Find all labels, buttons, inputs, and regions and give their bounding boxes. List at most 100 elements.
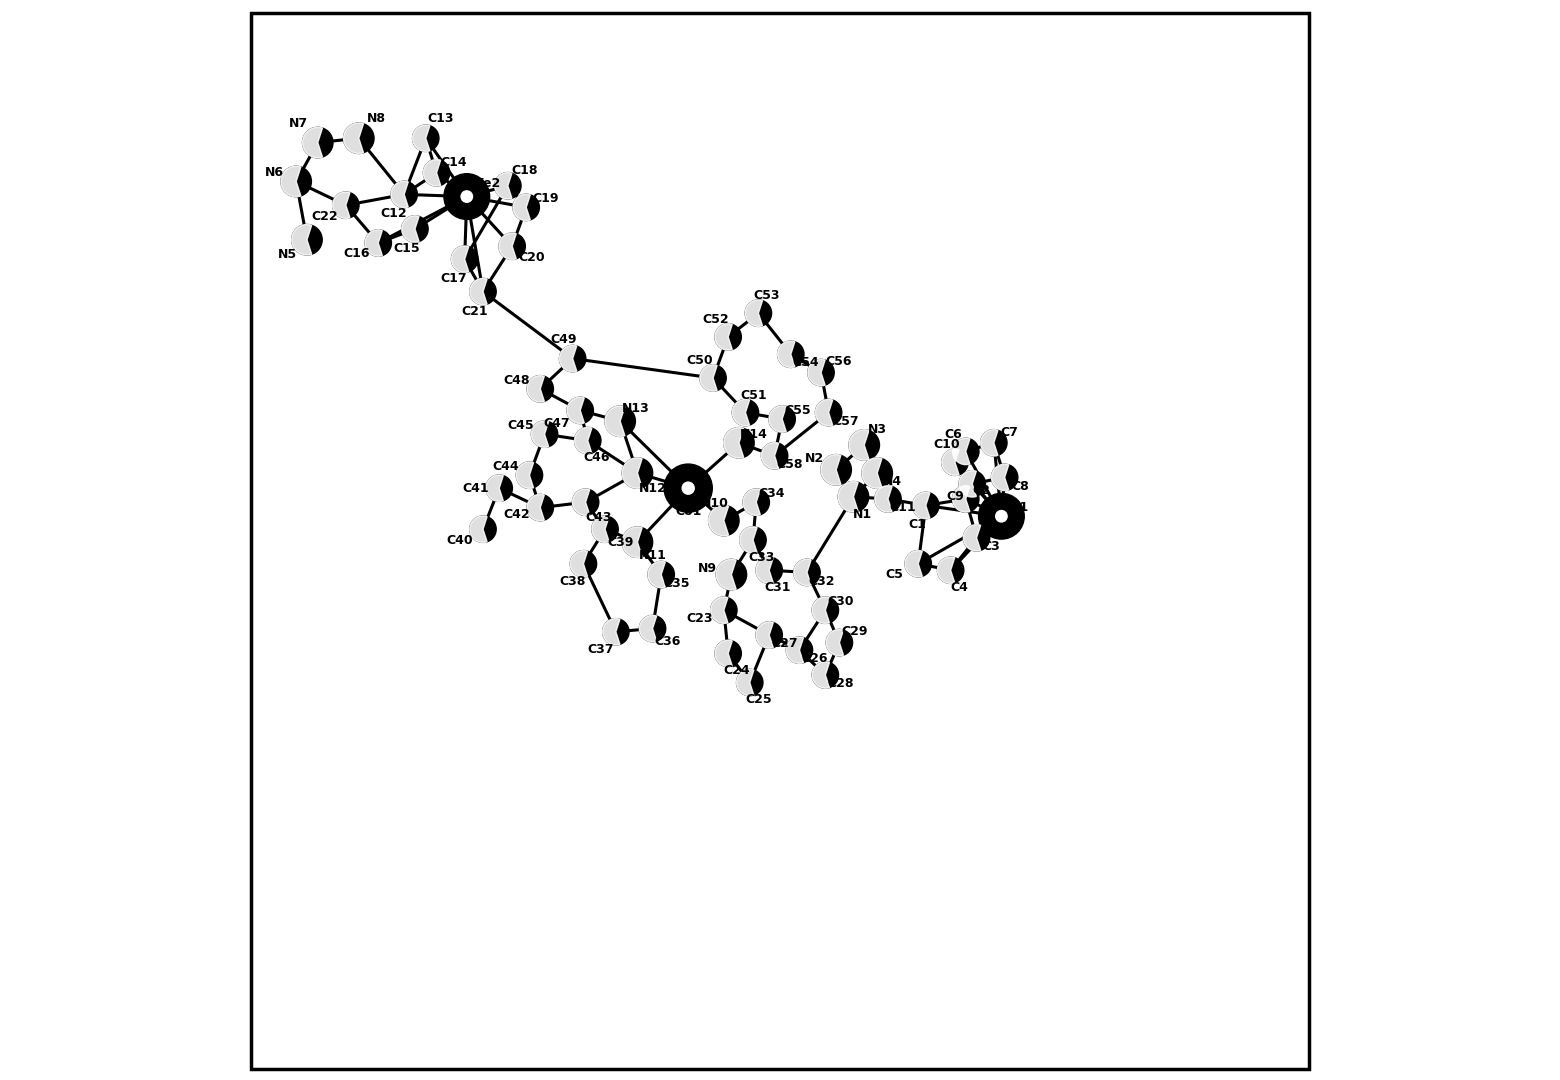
Circle shape — [527, 495, 554, 521]
Circle shape — [602, 619, 629, 645]
Polygon shape — [816, 400, 833, 426]
Circle shape — [573, 489, 599, 515]
Circle shape — [708, 505, 739, 536]
Circle shape — [292, 225, 323, 255]
Text: N7: N7 — [289, 117, 307, 130]
Polygon shape — [942, 449, 959, 475]
Polygon shape — [487, 475, 504, 501]
Circle shape — [981, 430, 1008, 456]
Polygon shape — [470, 516, 487, 542]
Polygon shape — [711, 597, 729, 623]
Text: C12: C12 — [381, 207, 407, 220]
Text: C49: C49 — [551, 333, 577, 346]
Circle shape — [942, 449, 969, 475]
Polygon shape — [905, 551, 922, 577]
Circle shape — [875, 486, 902, 512]
Circle shape — [953, 486, 980, 512]
Polygon shape — [571, 551, 588, 577]
Polygon shape — [913, 492, 930, 518]
Circle shape — [813, 662, 839, 688]
Text: C40: C40 — [446, 534, 473, 546]
Polygon shape — [732, 400, 749, 426]
Circle shape — [622, 527, 652, 557]
Polygon shape — [495, 173, 512, 199]
Text: Co1: Co1 — [675, 505, 702, 518]
Text: N9: N9 — [699, 562, 718, 575]
Text: C39: C39 — [607, 536, 633, 549]
Text: N14: N14 — [739, 428, 768, 441]
Polygon shape — [647, 562, 665, 588]
Text: C10: C10 — [933, 438, 959, 451]
Circle shape — [757, 622, 783, 648]
Text: C36: C36 — [655, 635, 680, 648]
Polygon shape — [757, 557, 774, 583]
Polygon shape — [516, 462, 534, 488]
Text: C24: C24 — [724, 664, 750, 677]
Polygon shape — [392, 181, 409, 207]
Circle shape — [343, 123, 374, 153]
Polygon shape — [724, 428, 744, 458]
Text: C57: C57 — [833, 415, 860, 428]
Polygon shape — [332, 192, 349, 218]
Text: C37: C37 — [588, 643, 615, 656]
Text: C43: C43 — [585, 511, 612, 524]
Circle shape — [938, 557, 964, 583]
Polygon shape — [640, 616, 657, 642]
Circle shape — [714, 324, 741, 350]
Circle shape — [682, 482, 694, 495]
Text: N1: N1 — [852, 508, 872, 521]
Polygon shape — [838, 482, 858, 512]
Text: C50: C50 — [686, 354, 713, 367]
Text: C55: C55 — [785, 404, 811, 417]
Text: C18: C18 — [512, 164, 538, 177]
Circle shape — [794, 559, 821, 585]
Polygon shape — [714, 324, 732, 350]
Polygon shape — [761, 443, 778, 469]
Polygon shape — [423, 160, 440, 186]
Polygon shape — [992, 464, 1009, 490]
Text: N8: N8 — [367, 112, 385, 125]
Circle shape — [714, 640, 741, 666]
Text: C16: C16 — [343, 247, 370, 260]
Polygon shape — [786, 637, 803, 663]
Circle shape — [392, 181, 418, 207]
Polygon shape — [746, 300, 763, 326]
Circle shape — [665, 464, 713, 512]
Circle shape — [423, 160, 449, 186]
Circle shape — [978, 494, 1025, 539]
Circle shape — [499, 233, 526, 259]
Text: C5: C5 — [886, 568, 903, 581]
Polygon shape — [574, 428, 591, 454]
Text: N13: N13 — [621, 402, 649, 415]
Polygon shape — [813, 597, 830, 623]
Circle shape — [739, 527, 766, 553]
Polygon shape — [953, 438, 970, 464]
Polygon shape — [602, 619, 619, 645]
Polygon shape — [736, 670, 753, 696]
Circle shape — [303, 127, 332, 158]
Text: C32: C32 — [810, 575, 835, 588]
Polygon shape — [981, 430, 998, 456]
Text: C1: C1 — [908, 518, 927, 531]
Text: C34: C34 — [758, 487, 785, 500]
Polygon shape — [566, 397, 585, 423]
Text: C13: C13 — [427, 112, 454, 125]
Polygon shape — [499, 233, 516, 259]
Text: C11: C11 — [889, 501, 916, 514]
Circle shape — [716, 559, 747, 590]
Polygon shape — [281, 166, 301, 197]
Polygon shape — [527, 376, 544, 402]
Text: C33: C33 — [749, 551, 775, 564]
Polygon shape — [716, 559, 736, 590]
Circle shape — [487, 475, 512, 501]
Polygon shape — [757, 622, 774, 648]
Polygon shape — [938, 557, 955, 583]
Polygon shape — [292, 225, 312, 255]
Polygon shape — [863, 458, 881, 488]
Polygon shape — [365, 230, 382, 256]
Polygon shape — [794, 559, 811, 585]
Polygon shape — [451, 246, 468, 272]
Text: C45: C45 — [507, 419, 534, 432]
Circle shape — [700, 365, 727, 391]
Polygon shape — [402, 216, 420, 242]
